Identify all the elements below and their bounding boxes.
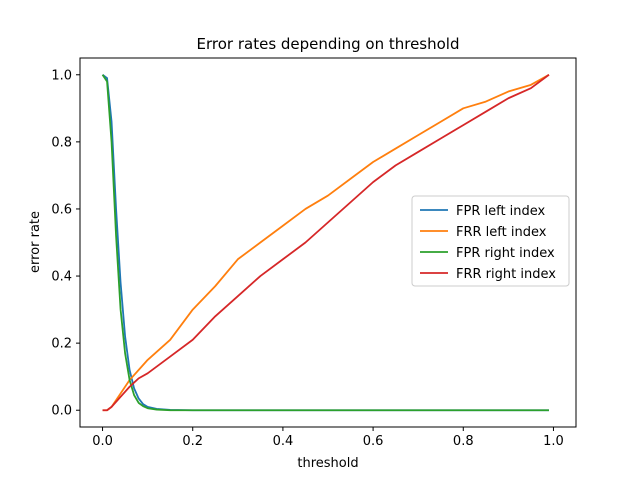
x-axis-ticks: 0.0 0.2 0.4 0.6 0.8 1.0 <box>92 427 564 449</box>
axes-frame <box>79 57 577 428</box>
plot-area: 0.0 0.2 0.4 0.6 0.8 1.0 0.0 0.2 0.4 0.6 0.8 1.0 <box>51 57 577 449</box>
legend-label-2: FRR left index <box>456 225 547 240</box>
series-line-3 <box>101 74 549 412</box>
legend-box <box>411 195 570 287</box>
x-tick-label: 0.2 <box>182 434 203 449</box>
x-tick-label: 0.6 <box>363 434 384 449</box>
x-tick-label: 1.0 <box>543 434 564 449</box>
series-layer <box>101 73 550 412</box>
chart-title: Error rates depending on threshold <box>197 35 460 53</box>
y-tick-label: 0.0 <box>51 404 72 419</box>
y-tick-label: 0.2 <box>51 337 72 352</box>
series-line-4 <box>102 74 550 412</box>
x-axis-title: threshold <box>297 456 358 471</box>
y-tick-label: 0.8 <box>51 135 72 150</box>
y-axis-title: error rate <box>28 211 43 273</box>
legend-label-4: FRR right index <box>456 267 556 282</box>
y-axis-ticks: 0.0 0.2 0.4 0.6 0.8 1.0 <box>51 68 80 419</box>
x-tick-label: 0.8 <box>453 434 474 449</box>
x-tick-label: 0.4 <box>273 434 294 449</box>
legend: FPR left index FRR left index FPR right in… <box>411 195 570 287</box>
legend-label-3: FPR right index <box>456 246 555 261</box>
x-tick-label: 0.0 <box>92 434 113 449</box>
y-tick-label: 0.4 <box>51 270 72 285</box>
y-tick-label: 1.0 <box>51 68 72 83</box>
y-tick-label: 0.6 <box>51 202 72 217</box>
legend-label-1: FPR left index <box>456 204 546 219</box>
